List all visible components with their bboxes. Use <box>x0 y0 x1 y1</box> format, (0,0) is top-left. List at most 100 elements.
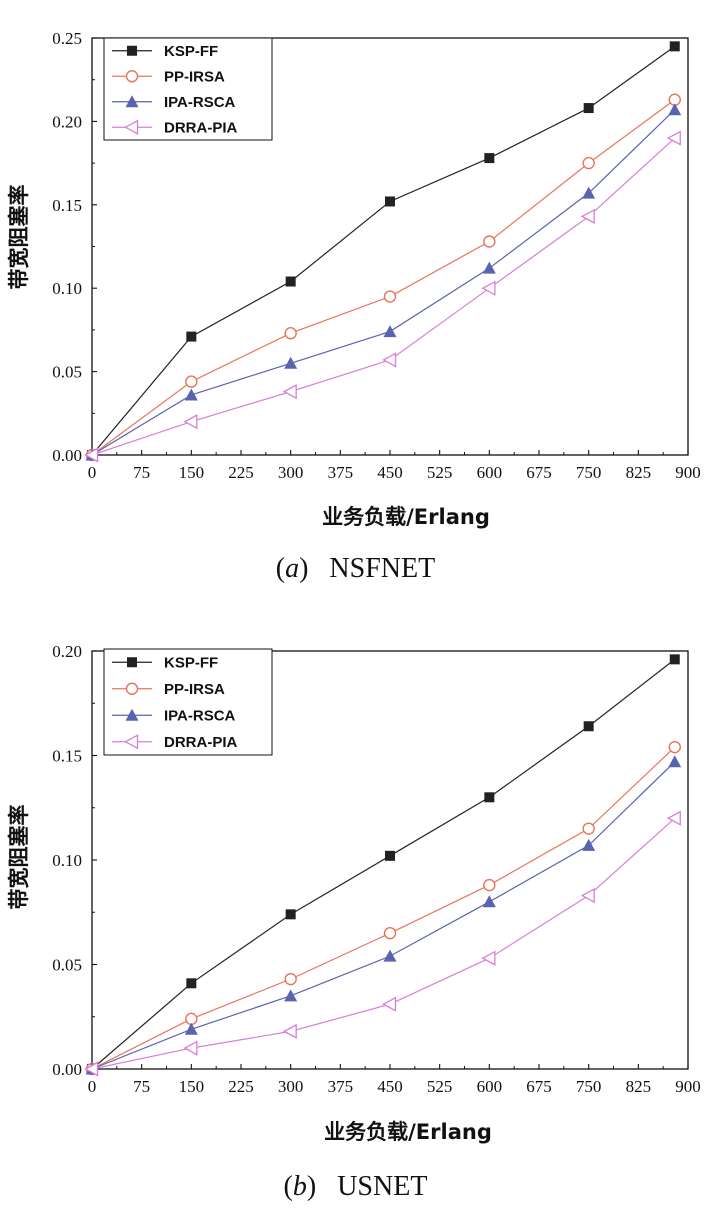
chart-a-x-tick-label: 375 <box>328 463 354 482</box>
chart-b-x-tick-label: 600 <box>477 1077 503 1096</box>
chart-b-data-point <box>385 850 395 861</box>
chart-a-data-point <box>284 327 297 340</box>
chart-a-x-tick-label: 150 <box>179 463 205 482</box>
chart-panel-b: 0 75 150 225 300 375 450 525 600 675 750 825 900 0.00… <box>0 613 711 1226</box>
chart-b-legend: KSP-FF PP-IRSA IPA-RSCA DRRA-PIA <box>103 648 273 756</box>
chart-a-data-point <box>669 41 680 52</box>
chart-b-y-tick-label: 0.10 <box>52 851 82 870</box>
chart-a-x-tick-label: 225 <box>228 463 254 482</box>
chart-a-legend-label: DRRA-PIA <box>164 119 237 136</box>
chart-b-data-point <box>284 972 297 986</box>
chart-a-legend-marker <box>125 70 139 83</box>
chart-a-data-point <box>481 280 496 296</box>
chart-a-legend-marker <box>124 119 139 135</box>
chart-a-x-tick-label: 75 <box>133 463 150 482</box>
chart-b-legend-label: KSP-FF <box>164 654 218 671</box>
chart-a-data-point <box>666 130 681 146</box>
chart-b-legend-marker <box>125 682 139 695</box>
chart-a-x-tick-label: 525 <box>427 463 453 482</box>
chart-b-series-pp-irsa <box>85 740 681 1076</box>
chart-b-data-point <box>582 822 595 835</box>
chart-a-series-drra-pia <box>84 130 681 463</box>
chart-b-legend-label: DRRA-PIA <box>164 734 237 751</box>
chart-a-data-point <box>185 375 198 388</box>
chart-b-x-tick-label: 750 <box>576 1077 602 1096</box>
caption-b: (b) USNET <box>283 1171 428 1202</box>
chart-b-data-point <box>186 978 197 989</box>
chart-a-series-ipa-rsca <box>85 103 682 461</box>
chart-b-data-point <box>285 909 296 920</box>
chart-a-data-point <box>186 331 197 342</box>
chart-a-data-point <box>183 414 198 430</box>
caption-a-letter: a <box>285 553 300 584</box>
chart-a-y-tick-label: 0.10 <box>52 279 82 298</box>
chart-b-legend-marker <box>127 657 137 668</box>
chart-a-x-tick-label: 600 <box>477 463 503 482</box>
chart-a-legend-label: KSP-FF <box>164 43 218 60</box>
chart-a-y-tick-label: 0.15 <box>52 196 82 215</box>
chart-a-legend-marker <box>125 95 139 108</box>
chart-b-y-tick-label: 0.20 <box>52 642 82 661</box>
chart-a-data-point <box>582 186 596 199</box>
chart-a-x-tick-label: 900 <box>675 463 701 482</box>
chart-b-x-axis-title: 业务负载/Erlang <box>324 1120 492 1144</box>
chart-a-data-point <box>582 156 595 170</box>
chart-a-series-pp-irsa <box>85 93 681 462</box>
chart-a-data-point <box>385 196 395 207</box>
chart-b-data-point <box>483 878 496 892</box>
chart-a-data-point <box>282 384 297 400</box>
chart-b-legend-label: IPA-RSCA <box>164 707 236 724</box>
chart-b-legend-label: PP-IRSA <box>164 681 225 698</box>
chart-b-x-tick-label: 225 <box>228 1077 254 1096</box>
chart-b-data-point <box>583 721 594 732</box>
chart-b-data-point <box>183 1040 198 1056</box>
chart-a-data-point <box>482 261 496 274</box>
chart-a-data-point <box>284 356 298 369</box>
caption-a: (a) NSFNET <box>275 553 436 584</box>
chart-b-series-line <box>91 761 676 1070</box>
chart-b-y-axis-title: 带宽阻塞率 <box>7 805 31 910</box>
chart-a-x-tick-label: 450 <box>377 463 403 482</box>
chart-a-legend-label: IPA-RSCA <box>164 94 236 111</box>
chart-b-x-tick-label: 300 <box>278 1077 304 1096</box>
chart-a-x-tick-label: 300 <box>278 463 304 482</box>
chart-a-legend-label: PP-IRSA <box>164 68 225 85</box>
chart-b-legend-marker <box>124 734 139 750</box>
chart-a-data-point <box>383 325 397 338</box>
chart-b-series-ksp-ff <box>87 654 680 1074</box>
chart-b-x-tick-label: 675 <box>526 1077 552 1096</box>
chart-a-x-axis-title: 业务负载/Erlang <box>322 505 490 529</box>
chart-b-legend-marker <box>125 708 139 721</box>
chart-b-series-line <box>91 817 676 1070</box>
chart-b-x-tick-label: 0 <box>88 1077 97 1096</box>
chart-a-svg: 0 75 150 225 300 375 450 525 600 675 750 825 900 0.00… <box>7 29 701 529</box>
chart-a-legend-marker <box>127 45 137 56</box>
chart-b-series-line <box>91 746 676 1070</box>
chart-b-series-drra-pia <box>84 810 681 1077</box>
chart-b-y-tick-label: 0.15 <box>52 747 82 766</box>
chart-b-data-point <box>484 792 495 803</box>
chart-b-data-point <box>282 1023 297 1039</box>
chart-b-data-point <box>580 887 595 904</box>
chart-b-data-point <box>482 895 496 908</box>
chart-b-data-point <box>185 1012 198 1026</box>
chart-b-y-tick-label: 0.05 <box>52 956 82 975</box>
chart-b-data-point <box>582 838 596 851</box>
chart-a-x-tick-label: 675 <box>526 463 552 482</box>
chart-b-y-tick-label: 0.00 <box>52 1060 82 1079</box>
chart-a-data-point <box>668 103 682 116</box>
chart-b-svg: 0 75 150 225 300 375 450 525 600 675 750 825 900 0.00… <box>7 642 701 1144</box>
chart-a-data-point <box>580 208 595 225</box>
chart-b-data-point <box>669 654 680 665</box>
chart-b-data-point <box>383 949 397 962</box>
chart-b-x-tick-label: 450 <box>377 1077 403 1096</box>
chart-a-data-point <box>184 388 198 401</box>
chart-b-data-point <box>84 1061 99 1077</box>
caption-b-name: USNET <box>337 1171 428 1202</box>
chart-b-x-tick-label: 75 <box>133 1077 150 1096</box>
chart-a-y-tick-label: 0.00 <box>52 446 82 465</box>
chart-a-x-tick-label: 750 <box>576 463 602 482</box>
chart-b-data-point <box>184 1022 198 1035</box>
chart-a-data-point <box>583 103 594 114</box>
chart-a-y-tick-label: 0.05 <box>52 363 82 382</box>
